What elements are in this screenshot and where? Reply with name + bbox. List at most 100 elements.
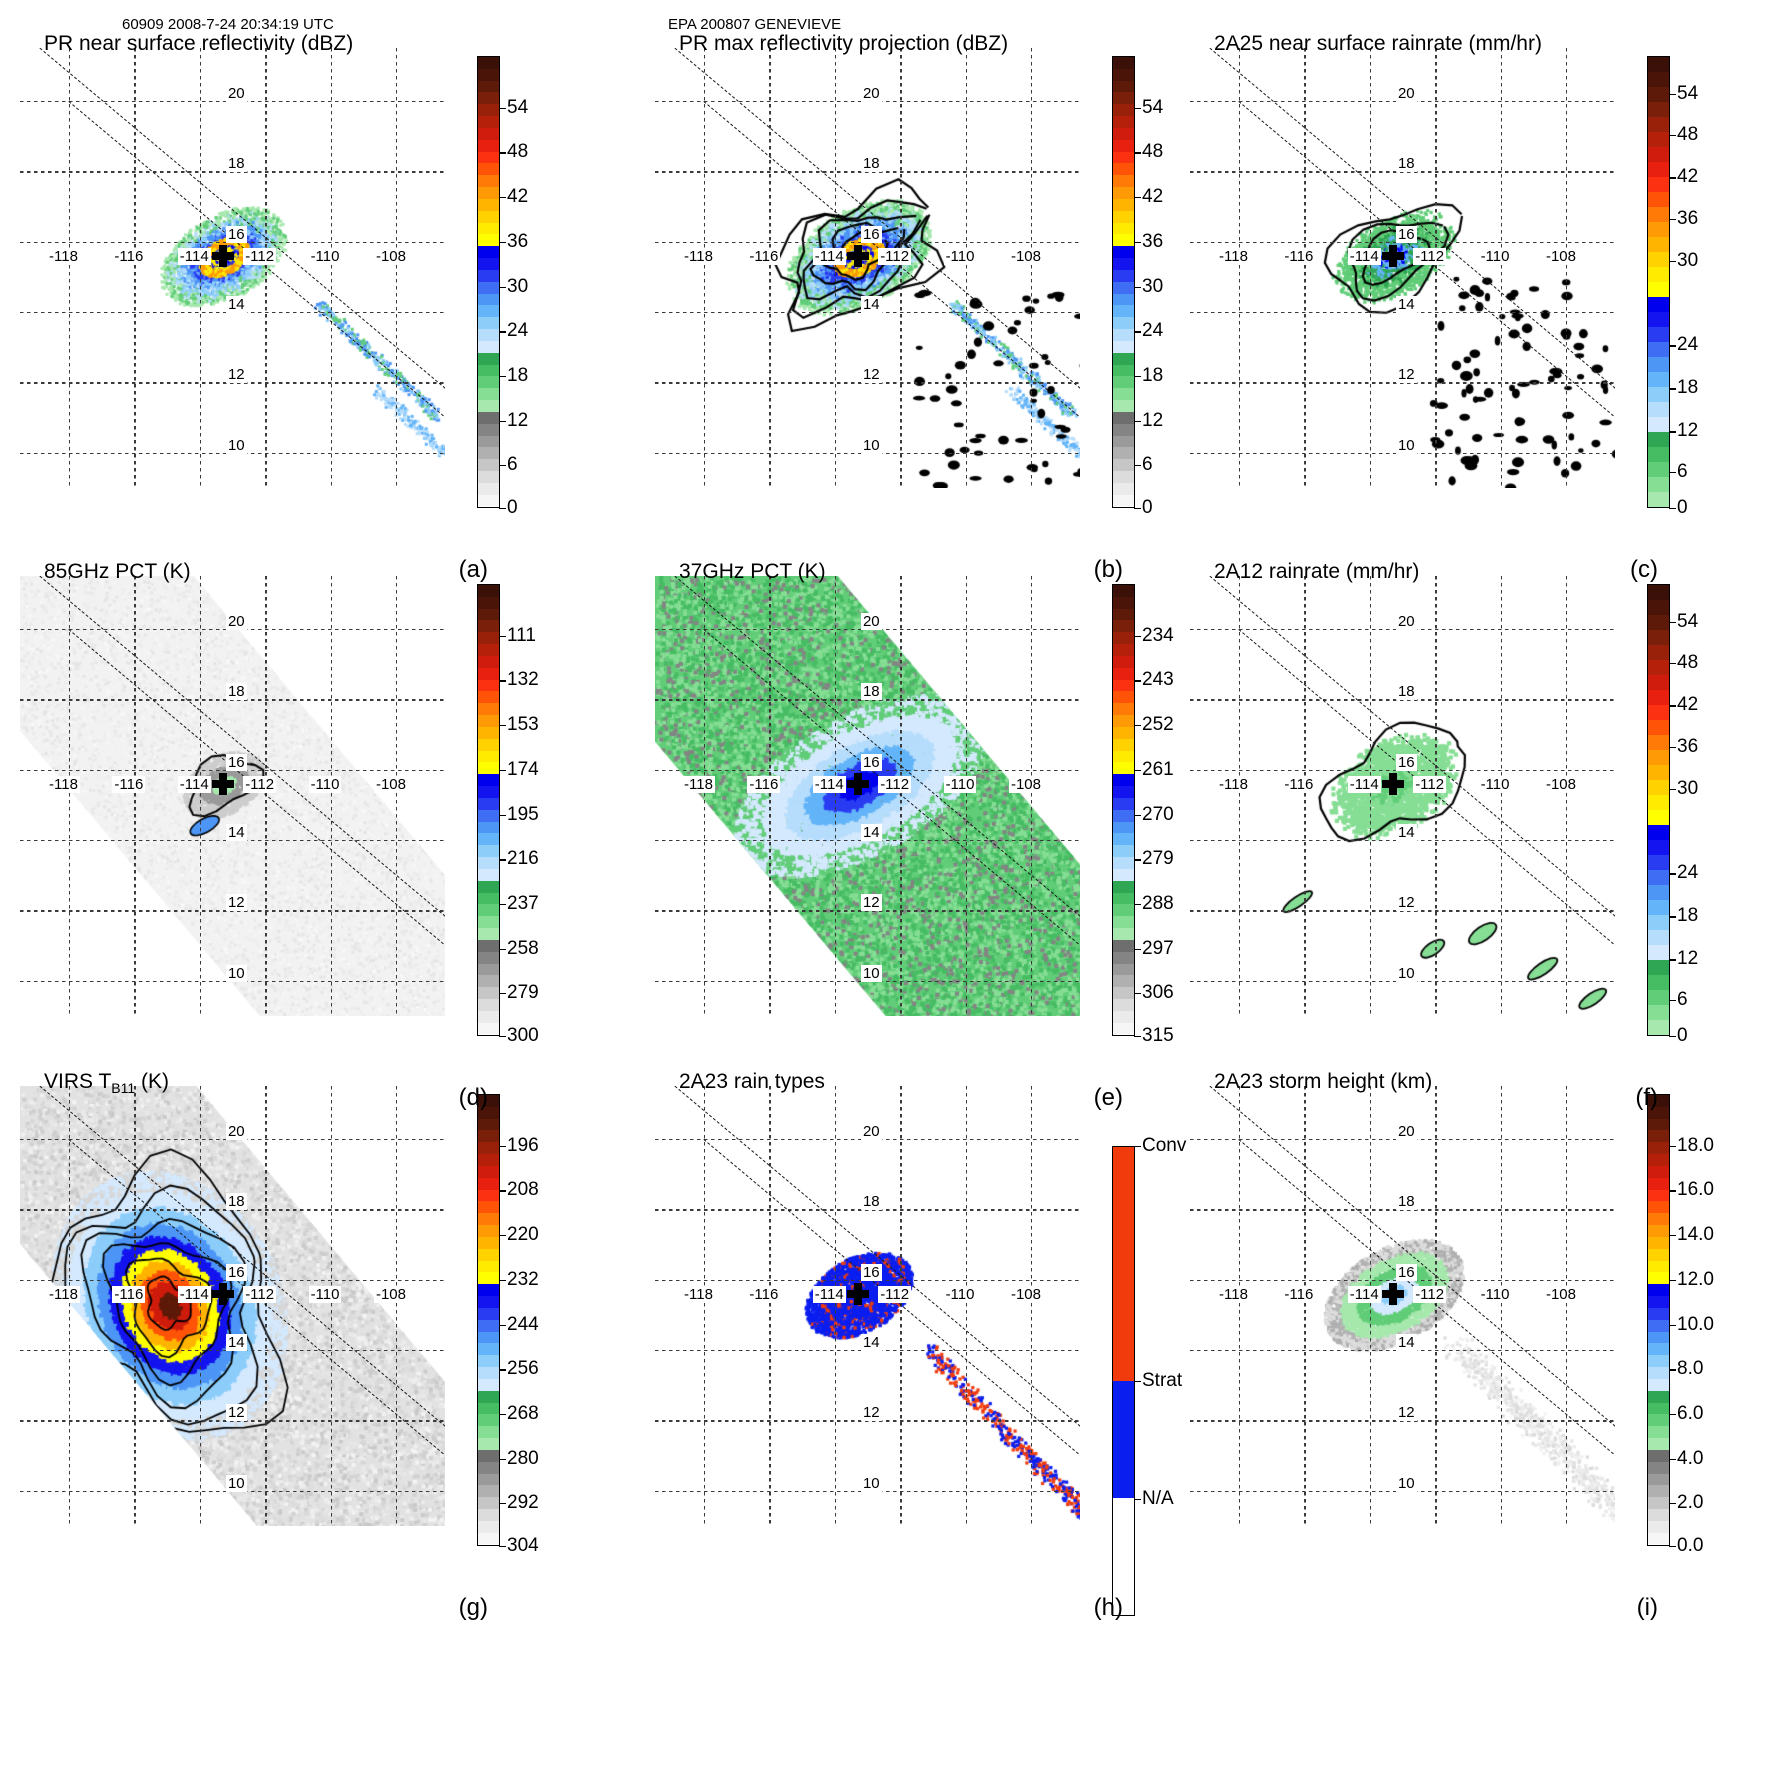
colorbar-segment	[478, 916, 499, 929]
colorbar-segment	[1113, 293, 1134, 306]
colorbar-tick-label: 48	[498, 141, 529, 163]
colorbar-segment	[1648, 447, 1669, 462]
colorbar-tick-label: 306	[1134, 982, 1174, 1004]
colorbar-segment	[1648, 492, 1669, 507]
longitude-tick-label: -112	[243, 1286, 277, 1304]
colorbar-segment	[1648, 855, 1669, 870]
colorbar-segment	[478, 1355, 499, 1368]
orbit-timestamp-title: 60909 2008-7-24 20:34:19 UTC	[122, 16, 334, 33]
map-axes: -118 -116 -114 -112 -110 -108 20 18 16 14 12 10	[20, 1086, 445, 1526]
colorbar-segment	[478, 1296, 499, 1308]
colorbar-segment	[1648, 477, 1669, 492]
longitude-tick-label: -118	[47, 1286, 80, 1304]
colorbar-segment	[1113, 632, 1134, 645]
grid-line-longitude	[1369, 576, 1372, 1016]
latitude-tick-label: 10	[1395, 1474, 1417, 1492]
colorbar-tick-label: 30	[498, 275, 529, 297]
colorbar-tick-label: 42	[1133, 186, 1164, 208]
colorbar-tick-labels: 111 132 153 174 195 216 237 258 279 300	[477, 584, 597, 1046]
colorbar-segment	[1648, 585, 1669, 600]
longitude-tick-label: -108	[1543, 1286, 1578, 1304]
colorbar-segment	[1648, 1520, 1669, 1533]
colorbar-tick-label: 252	[1134, 714, 1174, 736]
latitude-tick-label: 10	[225, 1474, 247, 1492]
colorbar-segment	[478, 1284, 499, 1297]
colorbar-segment	[1648, 1378, 1669, 1391]
colorbar-segment	[1113, 80, 1134, 93]
colorbar-segment	[1648, 177, 1669, 192]
colorbar-segment	[1113, 269, 1134, 282]
longitude-tick-label: -108	[1008, 1286, 1043, 1304]
grid-line-longitude	[1565, 576, 1568, 1016]
latitude-tick-label: 10	[860, 436, 882, 454]
storm-name-title: EPA 200807 GENEVIEVE	[668, 16, 842, 33]
colorbar-segment	[1113, 762, 1134, 775]
colorbar-segment	[478, 939, 499, 952]
colorbar-tick-label: 292	[499, 1492, 539, 1514]
colorbar-segment	[1113, 470, 1134, 483]
colorbar-segment	[1113, 951, 1134, 964]
colorbar-segment	[1648, 297, 1669, 312]
grid-line-longitude	[769, 576, 771, 1016]
colorbar-segment	[1648, 1355, 1669, 1368]
latitude-tick-label: 12	[225, 1404, 247, 1422]
colorbar-tick-label: 24	[498, 320, 529, 342]
colorbar-tick-label: 10.0	[1669, 1313, 1714, 1335]
longitude-tick-label: -112	[1413, 248, 1447, 266]
latitude-tick-label: 16	[1395, 225, 1417, 243]
colorbar-tick-label: 30	[1133, 275, 1164, 297]
colorbar-segment	[1648, 930, 1669, 945]
colorbar-segment	[478, 163, 499, 176]
colorbar-segment	[1648, 1260, 1669, 1273]
latitude-tick-label: 18	[860, 683, 882, 701]
storm-center-marker	[1381, 772, 1404, 795]
colorbar-segment	[1113, 620, 1134, 633]
grid-line-longitude	[965, 576, 967, 1016]
colorbar-tick-label: 12.0	[1669, 1268, 1714, 1290]
colorbar-segment	[1648, 1461, 1669, 1474]
longitude-tick-label: -110	[1478, 248, 1512, 266]
colorbar-segment	[1648, 1201, 1669, 1214]
colorbar-tick-label: 12	[1668, 948, 1699, 970]
colorbar-segment	[1648, 945, 1669, 960]
colorbar-segment	[478, 1118, 499, 1131]
colorbar-segment	[1648, 1473, 1669, 1486]
longitude-tick-label: -118	[682, 248, 715, 266]
colorbar-tick-label: 0	[1669, 1025, 1688, 1046]
colorbar-segment	[1113, 116, 1134, 128]
colorbar-segment	[1648, 372, 1669, 387]
longitude-tick-label: -118	[682, 1286, 715, 1304]
colorbar-segment	[1648, 327, 1669, 342]
storm-center-marker	[846, 1282, 869, 1305]
latitude-tick-label: 14	[225, 1334, 247, 1351]
map-axes: -118 -116 -114 -112 -110 -108 20 18 16 14 12 10	[20, 576, 445, 1016]
colorbar-segment	[1113, 1022, 1134, 1035]
panel-letter: (c)	[1630, 556, 1658, 583]
colorbar-segment	[478, 1154, 499, 1166]
latitude-tick-label: 14	[1395, 824, 1417, 841]
colorbar-tick-label: 153	[499, 714, 539, 736]
longitude-tick-label: -110	[308, 248, 342, 266]
latitude-tick-label: 10	[225, 964, 247, 982]
colorbar-segment	[1113, 187, 1134, 199]
colorbar-segment	[1648, 1307, 1669, 1320]
colorbar-segment	[478, 293, 499, 306]
colorbar-segment	[478, 1201, 499, 1214]
colorbar-segment	[478, 411, 499, 424]
colorbar-segment	[478, 1532, 499, 1545]
latitude-tick-label: 20	[1395, 612, 1417, 630]
colorbar-gradient	[477, 1094, 500, 1546]
colorbar-segment	[478, 1508, 499, 1521]
colorbar-segment	[478, 774, 499, 787]
map-axes: -118 -116 -114 -112 -110 -108 20 18 16 14 12 10	[1190, 48, 1615, 488]
colorbar-segment	[1648, 282, 1669, 297]
grid-line-longitude	[834, 576, 837, 1016]
colorbar-segment	[1113, 963, 1134, 976]
colorbar-segment	[1113, 340, 1134, 353]
colorbar-segment	[1648, 615, 1669, 630]
colorbar-segment	[1113, 998, 1134, 1011]
colorbar-segment	[1648, 810, 1669, 825]
data-field-raster	[655, 576, 1080, 1016]
colorbar-segment	[1648, 102, 1669, 117]
longitude-tick-label: -118	[1217, 776, 1250, 794]
